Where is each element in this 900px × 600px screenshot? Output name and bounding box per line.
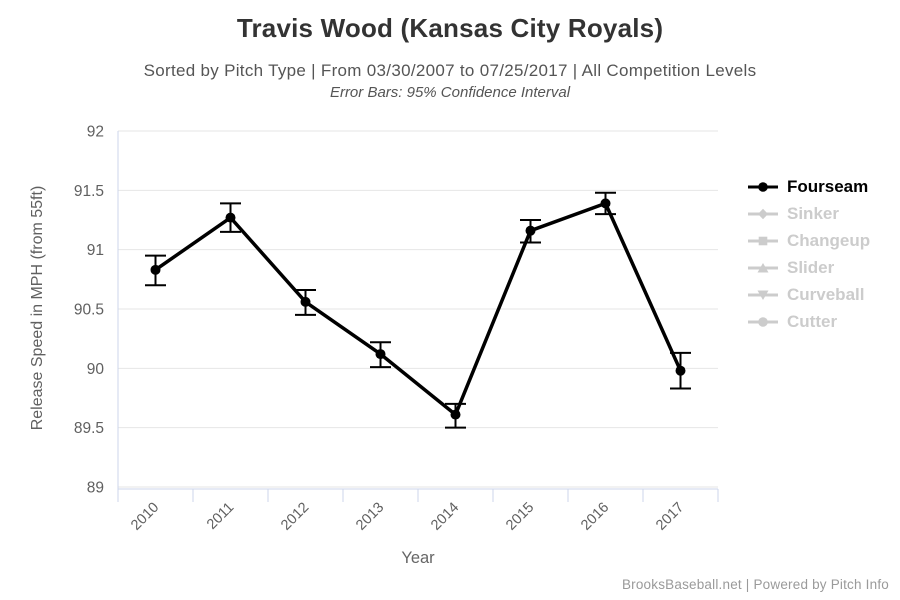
x-axis-labels: 2010 2011 2012 2013 2014 2015 2016 2017 <box>128 500 687 534</box>
legend-item-slider[interactable]: Slider <box>747 254 870 281</box>
data-point-2014 <box>450 409 461 420</box>
legend-label-curveball: Curveball <box>787 285 865 304</box>
y-tick-label-91: 91 <box>87 242 104 259</box>
legend-label-sinker: Sinker <box>787 204 839 223</box>
x-tick-label-2013: 2013 <box>353 500 387 534</box>
x-tick-label-2010: 2010 <box>128 500 162 534</box>
legend-item-changeup[interactable]: Changeup <box>747 227 870 254</box>
chart-header: Travis Wood (Kansas City Royals) Sorted … <box>0 0 900 101</box>
chart-subtitle: Sorted by Pitch Type | From 03/30/2007 t… <box>143 61 757 80</box>
x-tick-label-2016: 2016 <box>578 500 612 534</box>
cutter-line-circle-icon <box>748 316 778 327</box>
y-axis-labels: 89 89.5 90 90.5 91 91.5 92 <box>74 124 105 497</box>
series-line-fourseam <box>154 201 683 417</box>
chart-title: Travis Wood (Kansas City Royals) <box>236 13 664 43</box>
sinker-line-diamond-icon <box>748 208 778 219</box>
slider-line-triangle-up-icon <box>748 262 778 272</box>
legend-item-fourseam[interactable]: Fourseam <box>747 173 870 200</box>
x-axis-ticks <box>117 489 719 502</box>
data-point-2016 <box>600 198 611 209</box>
x-tick-label-2012: 2012 <box>278 500 312 534</box>
changeup-line-square-icon <box>748 236 778 245</box>
plot-area: 89 89.5 90 90.5 91 91.5 92 2010 2011 2012 2013 2014… <box>74 124 719 567</box>
data-point-2011 <box>225 212 236 223</box>
data-point-2017 <box>675 365 686 376</box>
x-tick-label-2014: 2014 <box>428 500 462 534</box>
legend-label-changeup: Changeup <box>787 231 871 250</box>
fourseam-line-circle-icon <box>748 181 778 192</box>
error-bars-note: Error Bars: 95% Confidence Interval <box>329 84 571 101</box>
x-tick-label-2015: 2015 <box>503 500 537 534</box>
legend-item-curveball[interactable]: Curveball <box>747 281 870 308</box>
y-tick-label-91.5: 91.5 <box>74 183 104 200</box>
y-tick-label-89: 89 <box>87 480 104 497</box>
curveball-line-triangle-down-icon <box>748 290 778 300</box>
data-point-2012 <box>300 296 311 307</box>
footer-credit: BrooksBaseball.net | Powered by Pitch In… <box>621 577 889 592</box>
x-tick-label-2011: 2011 <box>204 500 237 533</box>
legend-label-fourseam: Fourseam <box>787 177 869 196</box>
y-tick-label-90: 90 <box>87 361 105 378</box>
y-tick-label-92: 92 <box>87 124 104 141</box>
series-fourseam <box>145 191 691 429</box>
legend-label-cutter: Cutter <box>787 312 838 331</box>
data-point-2010 <box>150 264 161 275</box>
legend-label-slider: Slider <box>787 258 835 277</box>
gridlines <box>118 130 718 488</box>
x-tick-label-2017: 2017 <box>653 500 687 534</box>
y-tick-label-90.5: 90.5 <box>74 302 104 319</box>
legend: Fourseam Sinker Changeup Slider Curvebal… <box>747 173 870 335</box>
x-axis-title: Year <box>401 549 435 567</box>
data-point-2015 <box>525 225 536 236</box>
data-point-2013 <box>375 349 386 360</box>
y-tick-label-89.5: 89.5 <box>74 420 104 437</box>
legend-item-sinker[interactable]: Sinker <box>747 200 870 227</box>
legend-item-cutter[interactable]: Cutter <box>747 308 870 335</box>
